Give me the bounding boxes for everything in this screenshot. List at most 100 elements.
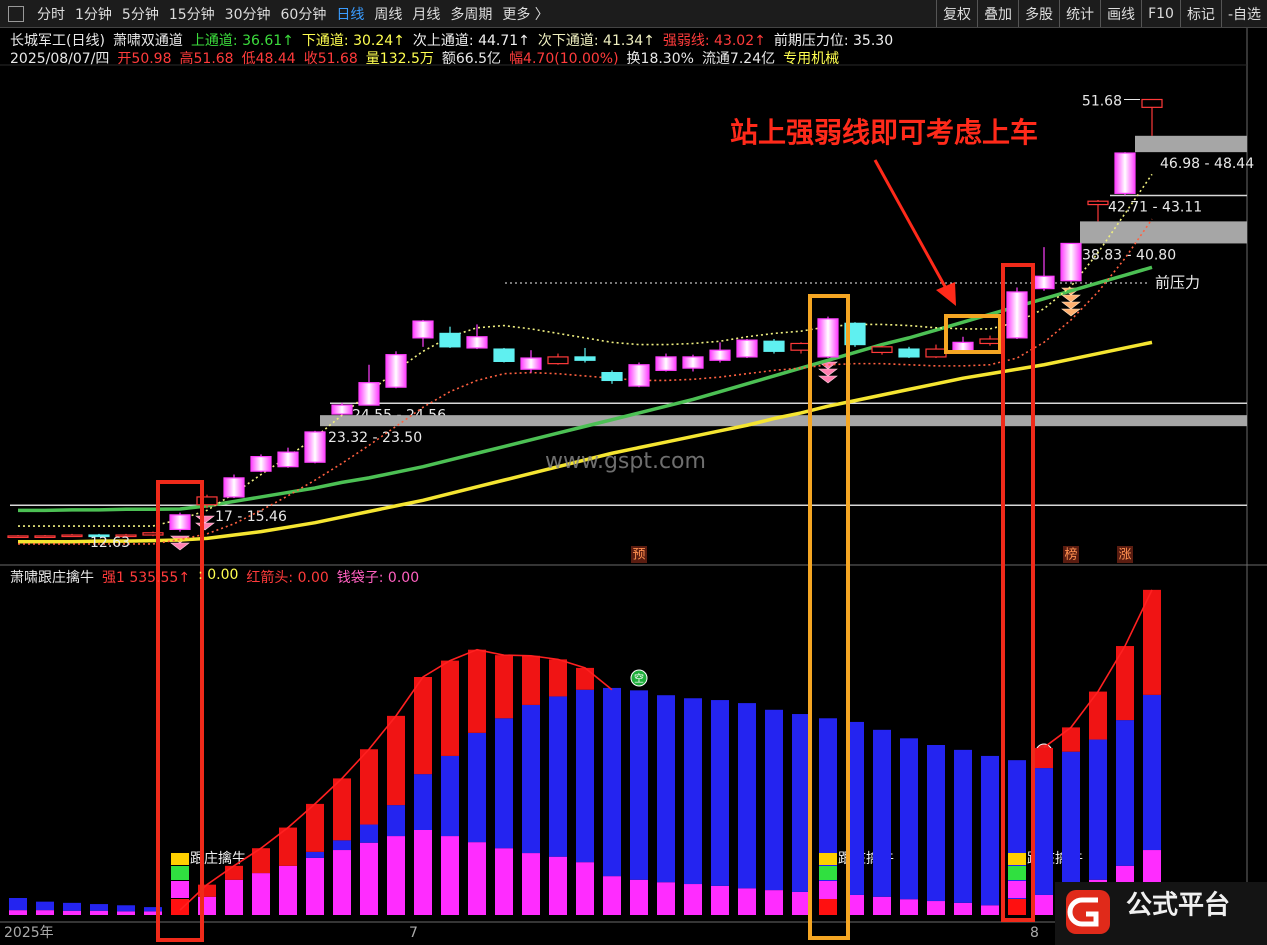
candle-body — [898, 348, 920, 358]
toolbar-item[interactable]: 画线 — [1100, 0, 1141, 27]
bar-segment — [225, 865, 243, 880]
toolbar-item[interactable]: 分时 — [37, 6, 65, 23]
signal-icon — [819, 853, 837, 865]
header-item: 强弱线: 43.02↑ — [662, 33, 766, 49]
candle-body — [547, 356, 569, 365]
candle-body — [817, 318, 839, 358]
indicator-line — [18, 218, 1153, 545]
bar-segment — [549, 856, 567, 915]
bar-segment — [873, 729, 891, 897]
header-item: 专用机械 — [783, 51, 840, 67]
signal-dot — [630, 669, 648, 687]
bar-segment — [360, 749, 378, 825]
signal-icon — [1008, 899, 1026, 915]
x-tick-label: 2025年 — [4, 925, 54, 941]
signal-dot-label: 空 — [634, 672, 644, 685]
annotation-arrowhead — [936, 282, 956, 306]
signal-icon — [171, 899, 189, 915]
bar-segment — [846, 721, 864, 895]
toolbar-item[interactable]: -自选 — [1220, 0, 1267, 27]
toolbar-item[interactable]: 30分钟 — [224, 6, 271, 23]
bar-segment — [90, 904, 108, 911]
candle-body — [115, 534, 137, 538]
candle-body — [952, 341, 974, 352]
signal-icon — [171, 853, 189, 865]
toolbar-item[interactable]: 周线 — [374, 6, 403, 23]
toolbar-item[interactable]: 5分钟 — [121, 6, 159, 23]
gap-label: 38.83 - 40.80 — [1082, 247, 1176, 263]
menu-icon[interactable] — [8, 5, 24, 22]
toolbar-item[interactable]: 更多 〉 — [502, 6, 549, 23]
toolbar-item[interactable]: 标记 — [1179, 0, 1221, 27]
gap-band — [320, 415, 1247, 427]
header-item: 萧啸双通道 — [112, 33, 183, 49]
bar-segment — [252, 873, 270, 915]
indicator-header: 萧啸跟庄擒牛 强1 535.55↑: 0.00 红箭头: 0.00 钱袋子: 0.00 — [10, 567, 419, 587]
toolbar-item[interactable]: 叠加 — [977, 0, 1018, 27]
bar-segment — [306, 851, 324, 858]
watermark: www.gspt.com — [545, 449, 706, 474]
bar-segment — [738, 703, 756, 889]
candle-body — [979, 338, 1001, 345]
bar-segment — [333, 850, 351, 915]
bar-segment — [468, 732, 486, 843]
bar-segment — [711, 885, 729, 915]
toolbar-item[interactable]: 月线 — [412, 6, 441, 23]
tag: 榜 — [1064, 547, 1077, 563]
bar-segment — [468, 649, 486, 733]
toolbar-item[interactable]: 日线 — [336, 6, 365, 23]
toolbar-item[interactable]: 多周期 — [450, 6, 493, 23]
bar-segment — [549, 696, 567, 857]
gap-label: 17 - 15.46 — [215, 509, 287, 525]
signal-icon — [819, 881, 837, 898]
bar-segment — [711, 700, 729, 886]
bar-segment — [63, 910, 81, 915]
candle-body — [574, 356, 596, 361]
toolbar-item[interactable]: 60分钟 — [280, 6, 327, 23]
candle-body — [925, 348, 947, 358]
bar-segment — [387, 715, 405, 806]
candle-body — [88, 534, 110, 538]
bar-segment — [900, 899, 918, 915]
header-item: 量132.5万 — [365, 51, 434, 67]
toolbar-item[interactable]: 复权 — [936, 0, 977, 27]
bar-segment — [630, 879, 648, 915]
tag-box — [631, 546, 647, 563]
bar-segment — [576, 689, 594, 863]
header-item: 长城军工(日线) — [10, 33, 105, 49]
candle-body — [7, 535, 29, 539]
bar-segment — [576, 862, 594, 915]
bar-segment — [441, 836, 459, 915]
signal-icon — [819, 899, 837, 915]
highlight-box — [1001, 263, 1035, 922]
toolbar-item[interactable]: 多股 — [1018, 0, 1059, 27]
highlight-box — [944, 314, 1002, 354]
bar-segment — [441, 660, 459, 756]
toolbar-item[interactable]: F10 — [1141, 0, 1180, 27]
bar-segment — [738, 888, 756, 915]
signal-icon — [1008, 866, 1026, 880]
indicator-line — [18, 340, 1153, 544]
bar-segment — [576, 667, 594, 690]
toolbar-item[interactable]: 1分钟 — [75, 6, 112, 23]
signal-icon — [171, 881, 189, 898]
bar-segment — [981, 755, 999, 906]
bar-segment — [603, 876, 621, 915]
toolbar-item[interactable]: 统计 — [1059, 0, 1100, 27]
bar-segment — [333, 840, 351, 851]
header-item: 开50.98 — [117, 51, 172, 67]
header-item: 次上通道: 44.71↑ — [412, 33, 530, 49]
bar-segment — [414, 830, 432, 915]
bar-segment — [333, 778, 351, 841]
bar-segment — [1035, 768, 1053, 895]
min-label: 12.63 — [90, 535, 130, 551]
candle-body — [628, 364, 650, 387]
bar-segment — [387, 836, 405, 915]
header-item: 额66.5亿 — [441, 51, 502, 67]
bar-segment — [306, 857, 324, 915]
bar-segment — [927, 745, 945, 902]
header-item: 次下通道: 41.34↑ — [537, 33, 655, 49]
candle-body — [736, 339, 758, 358]
toolbar-item[interactable]: 15分钟 — [168, 6, 215, 23]
